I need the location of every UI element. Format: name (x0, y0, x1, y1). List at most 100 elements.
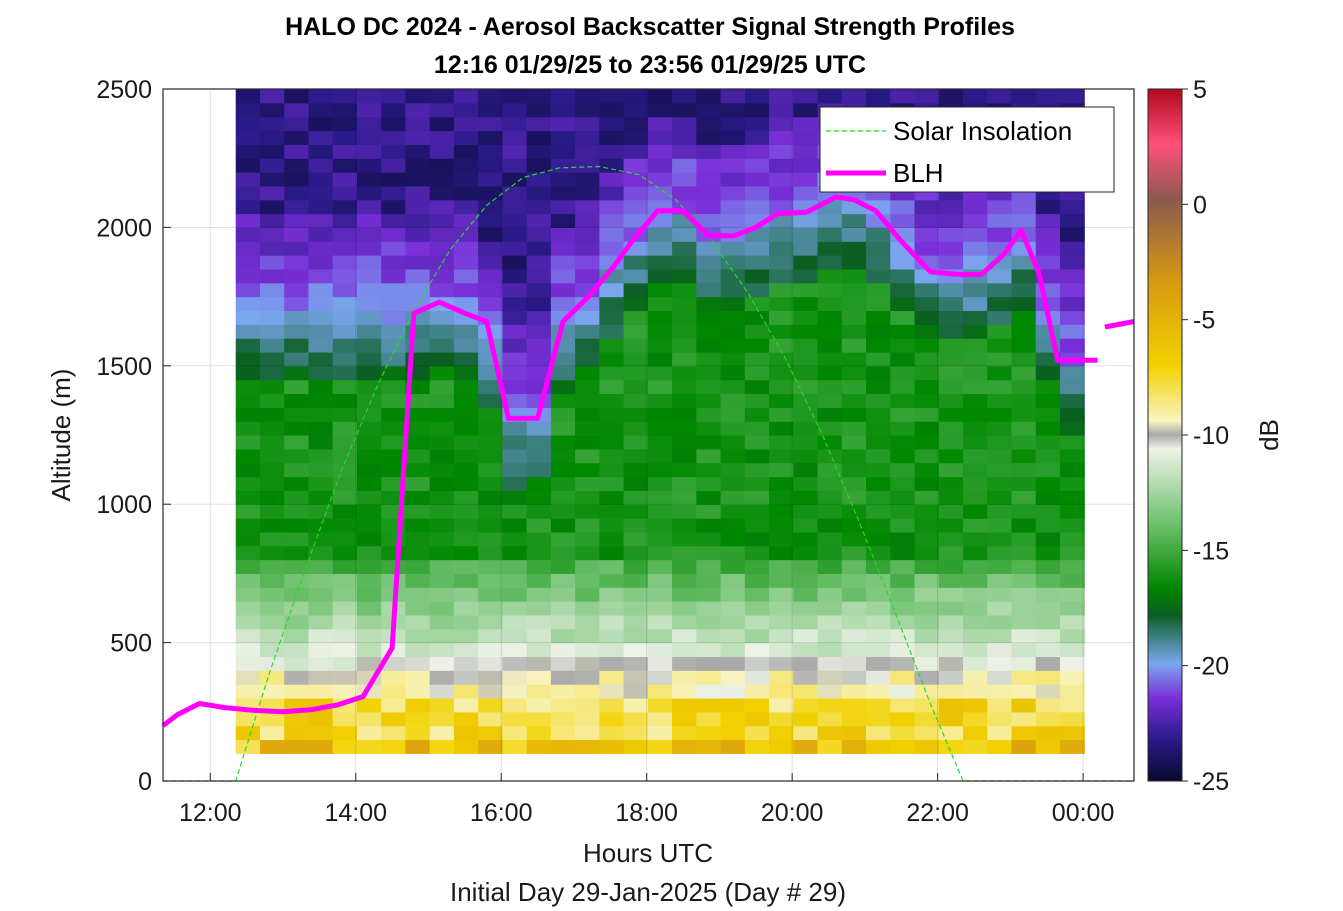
heatmap-cell (526, 421, 552, 436)
heatmap-cell (623, 89, 649, 104)
heatmap-cell (1011, 282, 1037, 298)
heatmap-cell (914, 462, 940, 478)
heatmap-cell (623, 130, 649, 145)
heatmap-cell (550, 448, 576, 464)
heatmap-cell (817, 628, 843, 644)
heatmap-cell (938, 614, 964, 630)
heatmap-cell (502, 185, 528, 201)
heatmap-cell (672, 697, 697, 713)
heatmap-cell (744, 268, 770, 284)
heatmap-cell (938, 573, 964, 588)
heatmap-cell (963, 711, 988, 727)
heatmap-cell (841, 462, 867, 478)
heatmap-cell (575, 614, 600, 630)
heatmap-cell (1011, 407, 1037, 422)
heatmap-cell (284, 711, 310, 727)
heatmap-cell (235, 282, 261, 298)
x-axis-ticks: 12:00 14:00 16:00 18:00 20:00 22:00 00:00 (179, 773, 1114, 827)
heatmap-cell (914, 614, 940, 630)
heatmap-cell (429, 725, 455, 741)
heatmap-cell (866, 365, 891, 381)
heatmap-cell (793, 407, 819, 422)
heatmap-cell (405, 268, 431, 284)
heatmap-cell (478, 531, 503, 547)
heatmap-cell (890, 393, 916, 408)
heatmap-cell (793, 296, 819, 312)
heatmap-cell (478, 116, 503, 132)
heatmap-cell (575, 213, 600, 228)
heatmap-cell (866, 296, 891, 312)
y-axis-label: Altitude (m) (46, 369, 76, 502)
heatmap-cell (841, 324, 867, 339)
heatmap-cell (672, 614, 697, 630)
heatmap-cell (769, 102, 794, 118)
heatmap-cell (914, 573, 940, 588)
heatmap-cell (1059, 241, 1085, 256)
heatmap-cell (550, 199, 576, 215)
heatmap-cell (356, 656, 382, 671)
heatmap-cell (526, 227, 552, 242)
heatmap-cell (235, 393, 261, 408)
heatmap-cell (793, 587, 819, 602)
heatmap-cell (478, 614, 503, 630)
heatmap-cell (866, 573, 891, 588)
heatmap-cell (575, 531, 600, 547)
heatmap-cell (575, 227, 600, 242)
heatmap-cell (599, 573, 625, 588)
heatmap-cell (623, 545, 649, 561)
heatmap-cell (478, 573, 503, 588)
heatmap-cell (308, 545, 334, 561)
heatmap-cell (502, 282, 528, 298)
heatmap-cell (866, 393, 891, 408)
heatmap-cell (284, 614, 310, 630)
heatmap-cell (938, 407, 964, 422)
heatmap-cell (478, 130, 503, 145)
heatmap-cell (647, 351, 673, 367)
heatmap-cell (308, 116, 334, 132)
heatmap-cell (550, 421, 576, 436)
heatmap-cell (550, 628, 576, 644)
heatmap-cell (356, 116, 382, 132)
heatmap-cell (478, 421, 503, 436)
heatmap-cell (647, 310, 673, 325)
heatmap-cell (647, 268, 673, 284)
heatmap-cell (502, 601, 528, 616)
heatmap-cell (720, 504, 746, 519)
heatmap-cell (672, 642, 697, 658)
heatmap-cell (526, 725, 552, 741)
heatmap-cell (1011, 365, 1037, 381)
heatmap-cell (235, 435, 261, 450)
heatmap-cell (550, 241, 576, 256)
heatmap-cell (235, 172, 261, 187)
heatmap-cell (259, 462, 285, 478)
heatmap-cell (526, 324, 552, 339)
heatmap-cell (744, 393, 770, 408)
heatmap-cell (429, 614, 455, 630)
heatmap-cell (235, 89, 261, 104)
heatmap-cell (890, 684, 916, 699)
heatmap-cell (696, 601, 722, 616)
colorbar-tick-label: 5 (1193, 76, 1207, 104)
heatmap-cell (987, 628, 1013, 644)
heatmap-cell (793, 545, 819, 561)
heatmap-cell (575, 116, 600, 132)
heatmap-cell (720, 462, 746, 478)
heatmap-cell (769, 144, 794, 159)
heatmap-cell (284, 490, 310, 505)
heatmap-cell (623, 490, 649, 505)
heatmap-cell (963, 448, 988, 464)
heatmap-cell (599, 324, 625, 339)
heatmap-cell (1059, 324, 1085, 339)
heatmap-cell (259, 172, 285, 187)
heatmap-cell (647, 172, 673, 187)
heatmap-cell (841, 338, 867, 353)
heatmap-cell (259, 435, 285, 450)
heatmap-cell (526, 573, 552, 588)
heatmap-cell (235, 614, 261, 630)
heatmap-cell (478, 684, 503, 699)
heatmap-cell (575, 379, 600, 395)
heatmap-cell (575, 421, 600, 436)
heatmap-cell (550, 490, 576, 505)
heatmap-cell (890, 545, 916, 561)
heatmap-cell (405, 587, 431, 602)
